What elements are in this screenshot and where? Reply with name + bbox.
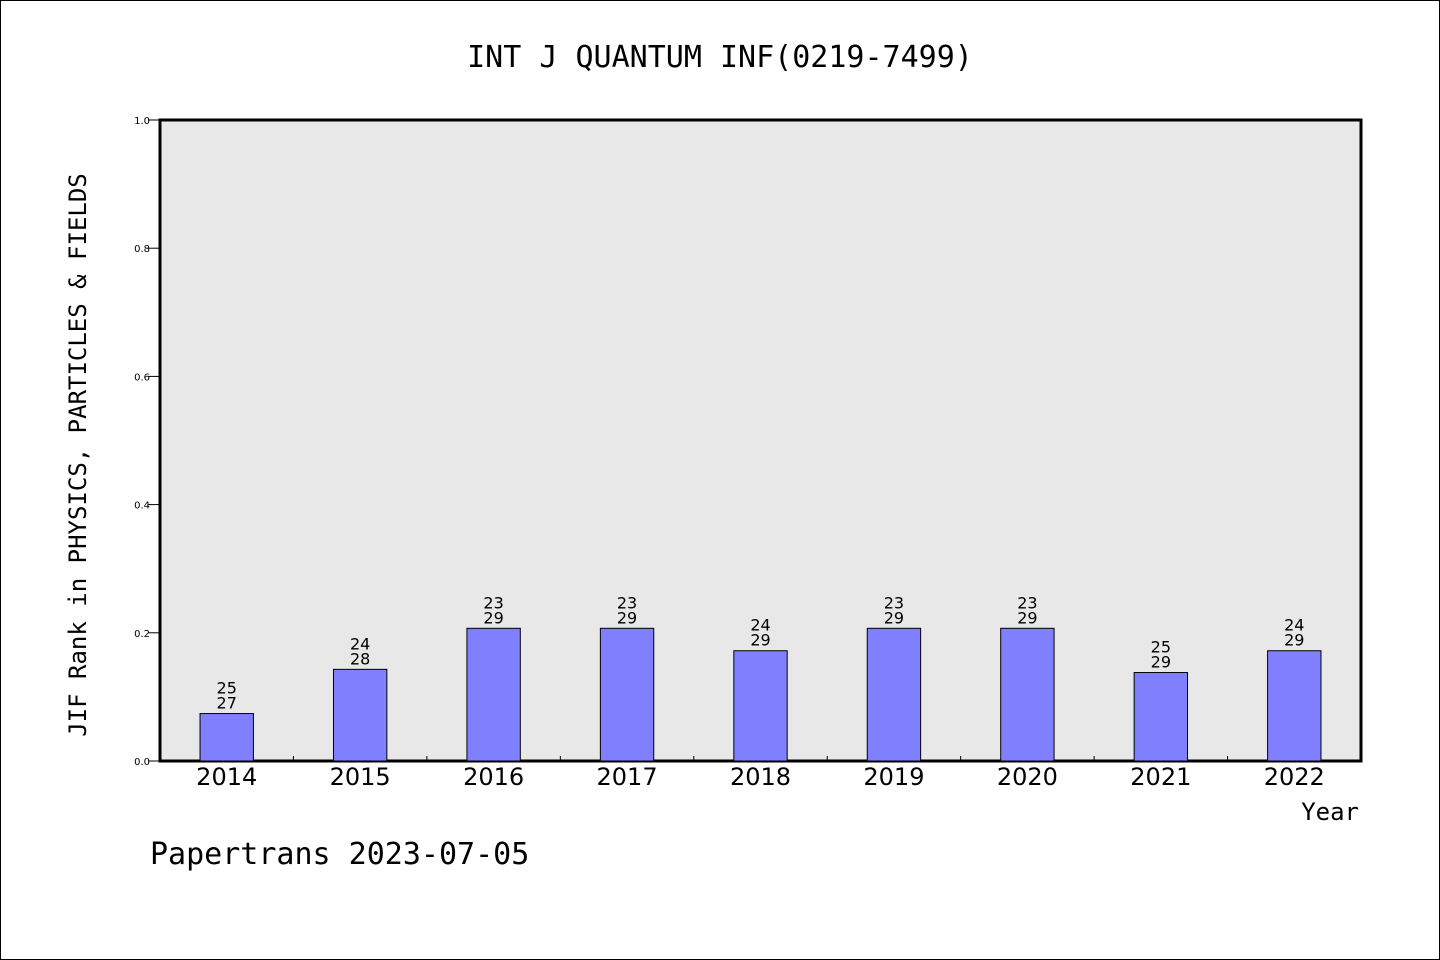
y-tick-label: 1.0	[134, 116, 150, 127]
bar-rank-label: 23	[483, 593, 503, 612]
bar-total-label: 29	[884, 608, 904, 627]
x-axis: 2014 2015 2016 2017 2018 2019 2020 2021 2022	[196, 756, 1325, 791]
y-tick-label: 0.6	[134, 372, 150, 383]
x-tick-label: 2016	[463, 763, 524, 791]
bar	[199, 713, 254, 762]
bar	[466, 627, 521, 762]
bar-total-label: 29	[617, 608, 637, 627]
bar-total-label: 29	[750, 631, 770, 650]
bar-rank-label: 23	[884, 593, 904, 612]
x-axis-label: Year	[1301, 798, 1359, 826]
x-tick-label: 2017	[597, 763, 658, 791]
bar	[599, 627, 655, 762]
bar-total-label: 29	[483, 608, 503, 627]
bar	[733, 650, 788, 762]
y-tick-label: 0.2	[134, 629, 150, 640]
x-tick-label: 2021	[1130, 763, 1191, 791]
x-tick-label: 2015	[330, 763, 391, 791]
bar-rank-label: 23	[617, 593, 637, 612]
chart-title: INT J QUANTUM INF(0219-7499)	[467, 40, 973, 75]
x-tick-label: 2018	[730, 763, 791, 791]
bar-rank-label: 25	[1151, 638, 1171, 657]
bar	[332, 668, 388, 762]
bar-total-label: 29	[1151, 653, 1171, 672]
bar-total-label: 29	[1284, 631, 1304, 650]
footer-text: Papertrans 2023-07-05	[150, 837, 529, 872]
bar-rank-label: 23	[1017, 593, 1037, 612]
bar-rank-label: 24	[350, 634, 370, 653]
bar-rank-label: 25	[217, 679, 237, 698]
y-axis: 0.0 0.2 0.4 0.6 0.8 1.0	[134, 116, 160, 768]
bar	[1267, 650, 1322, 762]
bar-total-label: 28	[350, 649, 370, 668]
bar	[866, 627, 922, 762]
bar	[1133, 672, 1189, 762]
bar-total-label: 29	[1017, 608, 1037, 627]
y-tick-label: 0.0	[134, 757, 150, 768]
x-tick-label: 2019	[863, 763, 924, 791]
bar-rank-label: 24	[750, 616, 770, 635]
bar-rank-label: 24	[1284, 616, 1304, 635]
x-tick-label: 2014	[196, 763, 257, 791]
y-axis-label: JIF Rank in PHYSICS, PARTICLES & FIELDS	[64, 173, 92, 737]
bar-total-label: 27	[217, 694, 237, 713]
y-tick-label: 0.4	[134, 501, 150, 512]
x-tick-label: 2020	[997, 763, 1058, 791]
x-tick-label: 2022	[1264, 763, 1325, 791]
y-tick-label: 0.8	[134, 244, 150, 255]
bar	[1000, 627, 1055, 762]
